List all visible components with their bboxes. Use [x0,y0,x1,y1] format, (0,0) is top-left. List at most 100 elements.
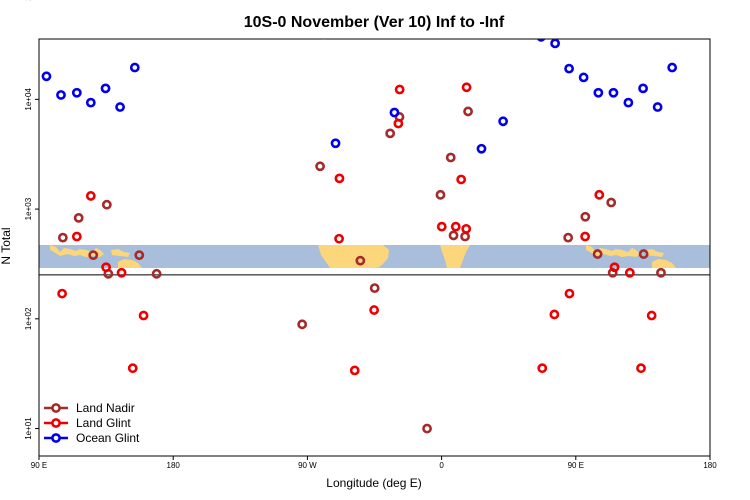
ocean-glint-point [322,39,327,40]
data-points [41,0,704,434]
land-south-america [318,245,389,268]
legend-marker-land-nadir [51,403,61,413]
land-glint-point [436,221,447,232]
legend-marker-land-glint [51,418,61,428]
land-nadir-point [151,268,162,279]
land-nadir-point [57,232,68,243]
land-glint-point [393,118,404,129]
legend-label-land-glint: Land Glint [76,416,131,430]
land-nadir-point [315,161,325,172]
y-tick-label: 1e+05 [24,0,33,1]
land-glint-point [461,223,472,234]
land-glint-point [369,305,380,315]
land-nadir-point [88,250,99,261]
land-glint-point [537,363,548,374]
y-tick-label: 1e+02 [24,307,33,330]
legend-label-land-nadir: Land Nadir [76,401,135,415]
land-glint-point [594,189,605,200]
ocean-glint-point [652,102,663,112]
land-nadir-point [580,211,591,222]
land-nadir-point [101,199,112,210]
x-tick-label: 0 [439,461,444,470]
land-glint-point [334,233,344,244]
ocean-glint-point [41,71,52,82]
land-glint-point [646,310,657,321]
ocean-glint-point [100,83,111,94]
ocean-glint-point [498,116,509,127]
x-tick-label: 90 E [31,461,47,470]
ocean-glint-point [129,62,140,73]
land-glint-point [138,310,149,321]
y-tick-label: 1e+03 [24,197,33,220]
land-nadir-point [369,283,380,294]
land-glint-point [636,363,646,374]
ocean-glint-point [623,97,634,108]
ocean-glint-point [56,90,66,100]
x-tick-label: 90 W [298,461,317,470]
land-nadir-point [606,197,617,208]
ocean-glint-point [389,107,400,118]
ocean-glint-point [564,63,574,74]
x-tick-label: 180 [167,461,181,470]
land-shapes [50,245,676,268]
legend-label-ocean-glint: Ocean Glint [76,431,140,445]
land-right-australia [652,259,676,268]
land-nadir-point [638,249,649,259]
y-axis-label: N Total [0,227,13,264]
land-glint-point [116,267,127,278]
x-axis: 90 E 180 90 W 0 90 E 180 [31,456,717,470]
ocean-glint-point [638,83,648,94]
ocean-glint-point [608,87,619,98]
land-nadir-point [592,249,603,259]
ocean-glint-point [71,87,82,98]
land-glint-point [564,288,575,299]
x-axis-label: Longitude (deg E) [326,476,421,490]
land-nadir-point [297,319,308,330]
ocean-glint-point [85,97,96,108]
land-glint-point [549,309,560,320]
ocean-glint-point [307,0,314,5]
land-glint-point [57,288,68,299]
land-glint-point [101,262,111,273]
ocean-glint-point [536,39,546,42]
ocean-glint-point [578,72,589,83]
ocean-glint-point [476,143,487,154]
ocean-glint-point [550,39,561,49]
land-nadir-point [134,250,145,261]
ocean-glint-point [115,102,125,112]
ocean-glint-point [683,27,690,34]
land-nadir-point [435,189,446,200]
land-africa [440,245,470,268]
ocean-glint-point [330,138,341,149]
land-glint-point [349,365,360,376]
x-tick-label: 180 [703,461,717,470]
legend-marker-ocean-glint [51,433,61,443]
land-glint-point [450,221,461,232]
land-nadir-point [460,231,470,242]
ocean-glint-point [511,15,518,22]
ocean-glint-point [524,21,531,28]
y-tick-label: 1e+04 [24,88,33,111]
land-glint-point [461,82,472,93]
land-nadir-point [656,267,666,278]
land-nadir-point [385,128,396,139]
ocean-glint-point [667,62,678,73]
land-nadir-point [355,255,366,266]
land-nadir-point [73,212,84,223]
ocean-glint-point [697,4,704,11]
land-glint-point [609,262,620,273]
plot-frame [38,38,711,457]
land-glint-point [127,363,138,374]
land-glint-point [456,174,467,185]
y-axis: 1e+01 1e+02 1e+03 1e+04 1e+05 [24,0,39,440]
land-glint-point [85,191,96,201]
ocean-glint-point [161,4,168,11]
ocean-glint-point [146,27,153,34]
land-right-islands [586,245,640,257]
y-tick-label: 1e+01 [24,417,33,440]
map-strip [39,245,710,268]
land-nadir-point [563,232,574,243]
ocean-glint-point [593,87,604,98]
land-left-australia [118,259,142,268]
land-nadir-point [445,152,456,163]
